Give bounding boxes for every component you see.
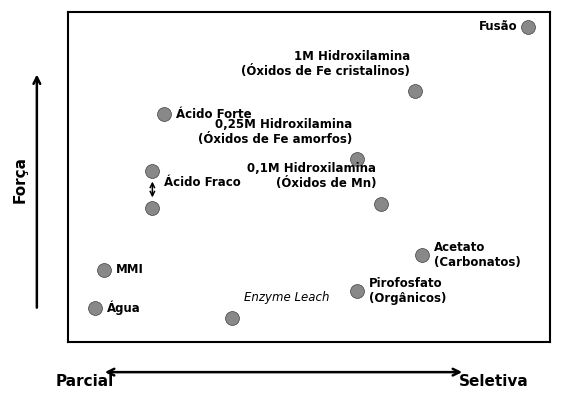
Point [148,205,157,212]
Text: Enzyme Leach: Enzyme Leach [244,291,329,304]
Text: 1M Hidroxilamina
(Óxidos de Fe cristalinos): 1M Hidroxilamina (Óxidos de Fe cristalin… [242,50,411,78]
Text: 0,25M Hidroxilamina
(Óxidos de Fe amorfos): 0,25M Hidroxilamina (Óxidos de Fe amorfo… [198,118,352,146]
Text: Pirofosfato
(Orgânicos): Pirofosfato (Orgânicos) [369,277,447,305]
Text: Ácido Fraco: Ácido Fraco [164,176,241,189]
Point [376,200,386,207]
Text: MMI: MMI [116,263,144,276]
Point [90,304,99,311]
Point [160,111,169,117]
Text: Força: Força [12,156,27,203]
Point [353,288,362,294]
Text: Seletiva: Seletiva [458,374,528,389]
Text: Água: Água [107,300,141,315]
Point [148,167,157,174]
Text: Fusão: Fusão [479,20,518,33]
Point [524,23,533,30]
Text: 0,1M Hidroxilamina
(Óxidos de Mn): 0,1M Hidroxilamina (Óxidos de Mn) [247,162,376,190]
Point [227,314,236,321]
Text: Acetato
(Carbonatos): Acetato (Carbonatos) [434,241,521,269]
Text: Parcial: Parcial [56,374,114,389]
Point [100,266,109,273]
Point [411,88,420,94]
Point [353,156,362,162]
Point [418,252,427,258]
Text: Ácido Forte: Ácido Forte [176,108,252,121]
